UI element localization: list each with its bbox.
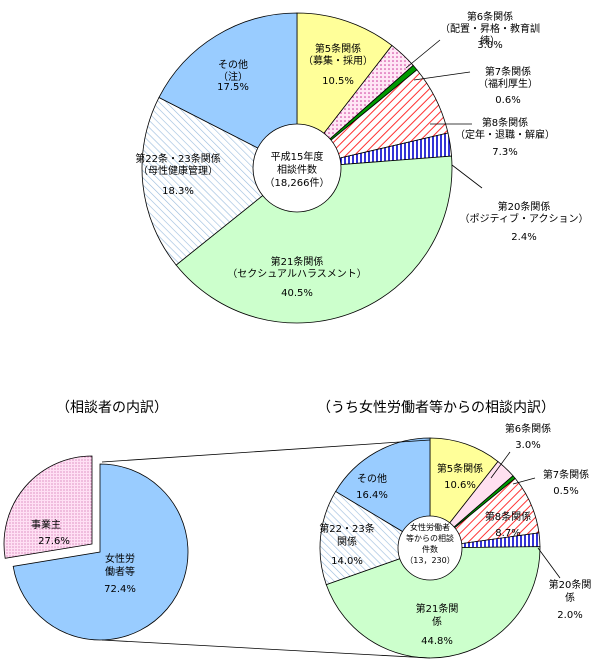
pie-sub-label-line: 係: [565, 592, 575, 604]
pie-main-label-line: （募集・採用）: [303, 54, 373, 67]
pie-sub-label: 第6条関係: [505, 422, 551, 435]
pie-main-center-label-line: （18,266件）: [265, 177, 330, 189]
pie-main-slice: [296, 12, 393, 170]
pie-sub-center-label: 女性労働者等からの相談件数 （13，230）: [405, 522, 454, 565]
pie-sub-label-line: 係: [432, 616, 442, 628]
pie-sub-center-label-line: 等からの相談: [406, 533, 454, 543]
pie-sub-label-line: 第8条関係: [485, 510, 531, 523]
pie-main-label: その他（注）: [218, 58, 248, 83]
pie-main-label-line: 第21条関係: [271, 255, 324, 268]
pie-sub-label: 第7条関係: [543, 468, 589, 481]
pie-split-slice: [12, 463, 189, 641]
pie-sub-value: 44.8%: [421, 636, 453, 647]
pie-sub-label-line: 第7条関係: [543, 468, 589, 481]
pie-sub-label-line: 第21条関: [416, 602, 459, 615]
pie-main-label-line: （セクシュアルハラスメント）: [227, 268, 367, 280]
pie-main-value: 40.5%: [281, 288, 313, 299]
pie-main-slice: [158, 12, 298, 169]
pie-sub-leader: [490, 451, 511, 479]
pie-main-label-line: （母性健康管理）: [138, 164, 218, 177]
pie-split-label-line: 働者等: [105, 565, 135, 578]
pie-sub-leader: [512, 477, 536, 485]
connector-line: [101, 639, 431, 659]
pie-main-label-line: （注）: [218, 70, 248, 83]
pie-main-center: [252, 123, 342, 213]
pie-main-value: 7.3%: [492, 147, 517, 158]
pie-sub-label-line: 第6条関係: [505, 422, 551, 435]
pie-sub-center-label-line: （13，230）: [405, 556, 454, 565]
pie-main-leader: [405, 39, 441, 69]
pie-main-label-line: （ポジティブ・アクション）: [460, 212, 589, 225]
pie-sub-label-line: 関係: [337, 536, 357, 548]
pie-main-center-label-line: 平成15年度: [271, 150, 324, 163]
pie-main-label-line: 第5条関係: [315, 42, 361, 55]
pie-sub-value: 16.4%: [356, 490, 388, 501]
pie-sub-label: その他: [357, 472, 387, 485]
pie-main-label-line: （福利厚生）: [478, 77, 538, 90]
pie-sub-center: [397, 515, 463, 581]
pie-main-leader: [451, 164, 483, 189]
pie-main-label-line: 第6条関係: [467, 10, 513, 23]
pie-split-label: 女性労働者等: [105, 552, 135, 578]
pie-sub-label: 第20条関係: [549, 578, 592, 604]
pie-sub-value: 3.0%: [515, 440, 540, 451]
pie-main-center-label: 平成15年度相談件数（18,266件）: [265, 150, 330, 189]
pie-main-label: 第21条関係（セクシュアルハラスメント）: [227, 255, 367, 280]
pie-main-label-line: 第7条関係: [485, 65, 531, 78]
pie-sub-label-line: 第20条関: [549, 578, 592, 591]
pie-main-value: 17.5%: [217, 82, 249, 93]
pie-main-label-line: その他: [218, 58, 248, 71]
pie-main-value: 10.5%: [322, 76, 354, 87]
pie-main-label: 第20条関係（ポジティブ・アクション）: [460, 200, 589, 225]
pie-sub-slice: [325, 546, 541, 659]
pie-main-label-line: （定年・退職・解雇）: [455, 128, 555, 141]
pie-main-value: 3.0%: [477, 40, 502, 51]
pie-sub-label: 第8条関係: [485, 510, 531, 523]
pie-sub-value: 0.5%: [553, 486, 578, 497]
pie-main-label-line: 第22条・23条関係: [135, 152, 220, 165]
pie-split-label: 事業主: [31, 518, 61, 531]
pie-split-value: 72.4%: [104, 584, 136, 595]
pie-sub-label-line: その他: [357, 472, 387, 485]
pie-sub-value: 14.0%: [331, 556, 363, 567]
pie-main-leader: [413, 71, 471, 81]
pie-sub-label: 第5条関係: [437, 462, 483, 475]
pie-sub-center-label-line: 女性労働者: [410, 522, 450, 532]
pie-split-label-line: 事業主: [31, 518, 61, 531]
pie-sub-label: 第22・23条関係: [319, 522, 374, 548]
pie-main-value: 2.4%: [511, 232, 536, 243]
pie-main-slice: [175, 155, 453, 324]
pie-main-label: 第22条・23条関係（母性健康管理）: [135, 152, 220, 177]
pie-main-label: 第6条関係（配置・昇格・教育訓練）: [440, 10, 540, 47]
connector-line: [101, 439, 431, 463]
pie-sub-label-line: 第5条関係: [437, 462, 483, 475]
pie-sub-leader: [537, 547, 561, 579]
pie-main-slice: [141, 96, 298, 266]
pie-sub-label-line: 第22・23条: [319, 522, 374, 535]
left-title: （相談者の内訳）: [56, 400, 168, 416]
pie-split-value: 27.6%: [38, 536, 70, 547]
pie-main-label-line: 練）: [480, 34, 500, 47]
pie-main-value: 18.3%: [162, 186, 194, 197]
pie-main-label: 第7条関係（福利厚生）: [478, 65, 538, 90]
pie-split-slice: [3, 455, 93, 559]
pie-main-label: 第8条関係（定年・退職・解雇）: [455, 116, 555, 141]
pie-sub-slice: [335, 437, 431, 549]
pie-split-label-line: 女性労: [105, 552, 135, 565]
pie-sub-slice: [319, 490, 431, 586]
right-title: （うち女性労働者等からの相談内訳）: [317, 399, 555, 416]
pie-sub-label: 第21条関係: [416, 602, 459, 628]
pie-main-label: 第5条関係（募集・採用）: [303, 42, 373, 67]
pie-sub-value: 10.6%: [444, 480, 476, 491]
pie-main-center-label-line: 相談件数: [277, 163, 317, 176]
pie-main-label-line: （配置・昇格・教育訓: [440, 22, 540, 35]
pie-main-label-line: 第8条関係: [482, 116, 528, 129]
pie-sub-center-label-line: 件数: [422, 544, 438, 554]
pie-sub-value: 2.0%: [557, 610, 582, 621]
pie-main-label-line: 第20条関係: [498, 200, 551, 213]
pie-sub-value: 8.7%: [495, 528, 520, 539]
pie-main-value: 0.6%: [495, 95, 520, 106]
